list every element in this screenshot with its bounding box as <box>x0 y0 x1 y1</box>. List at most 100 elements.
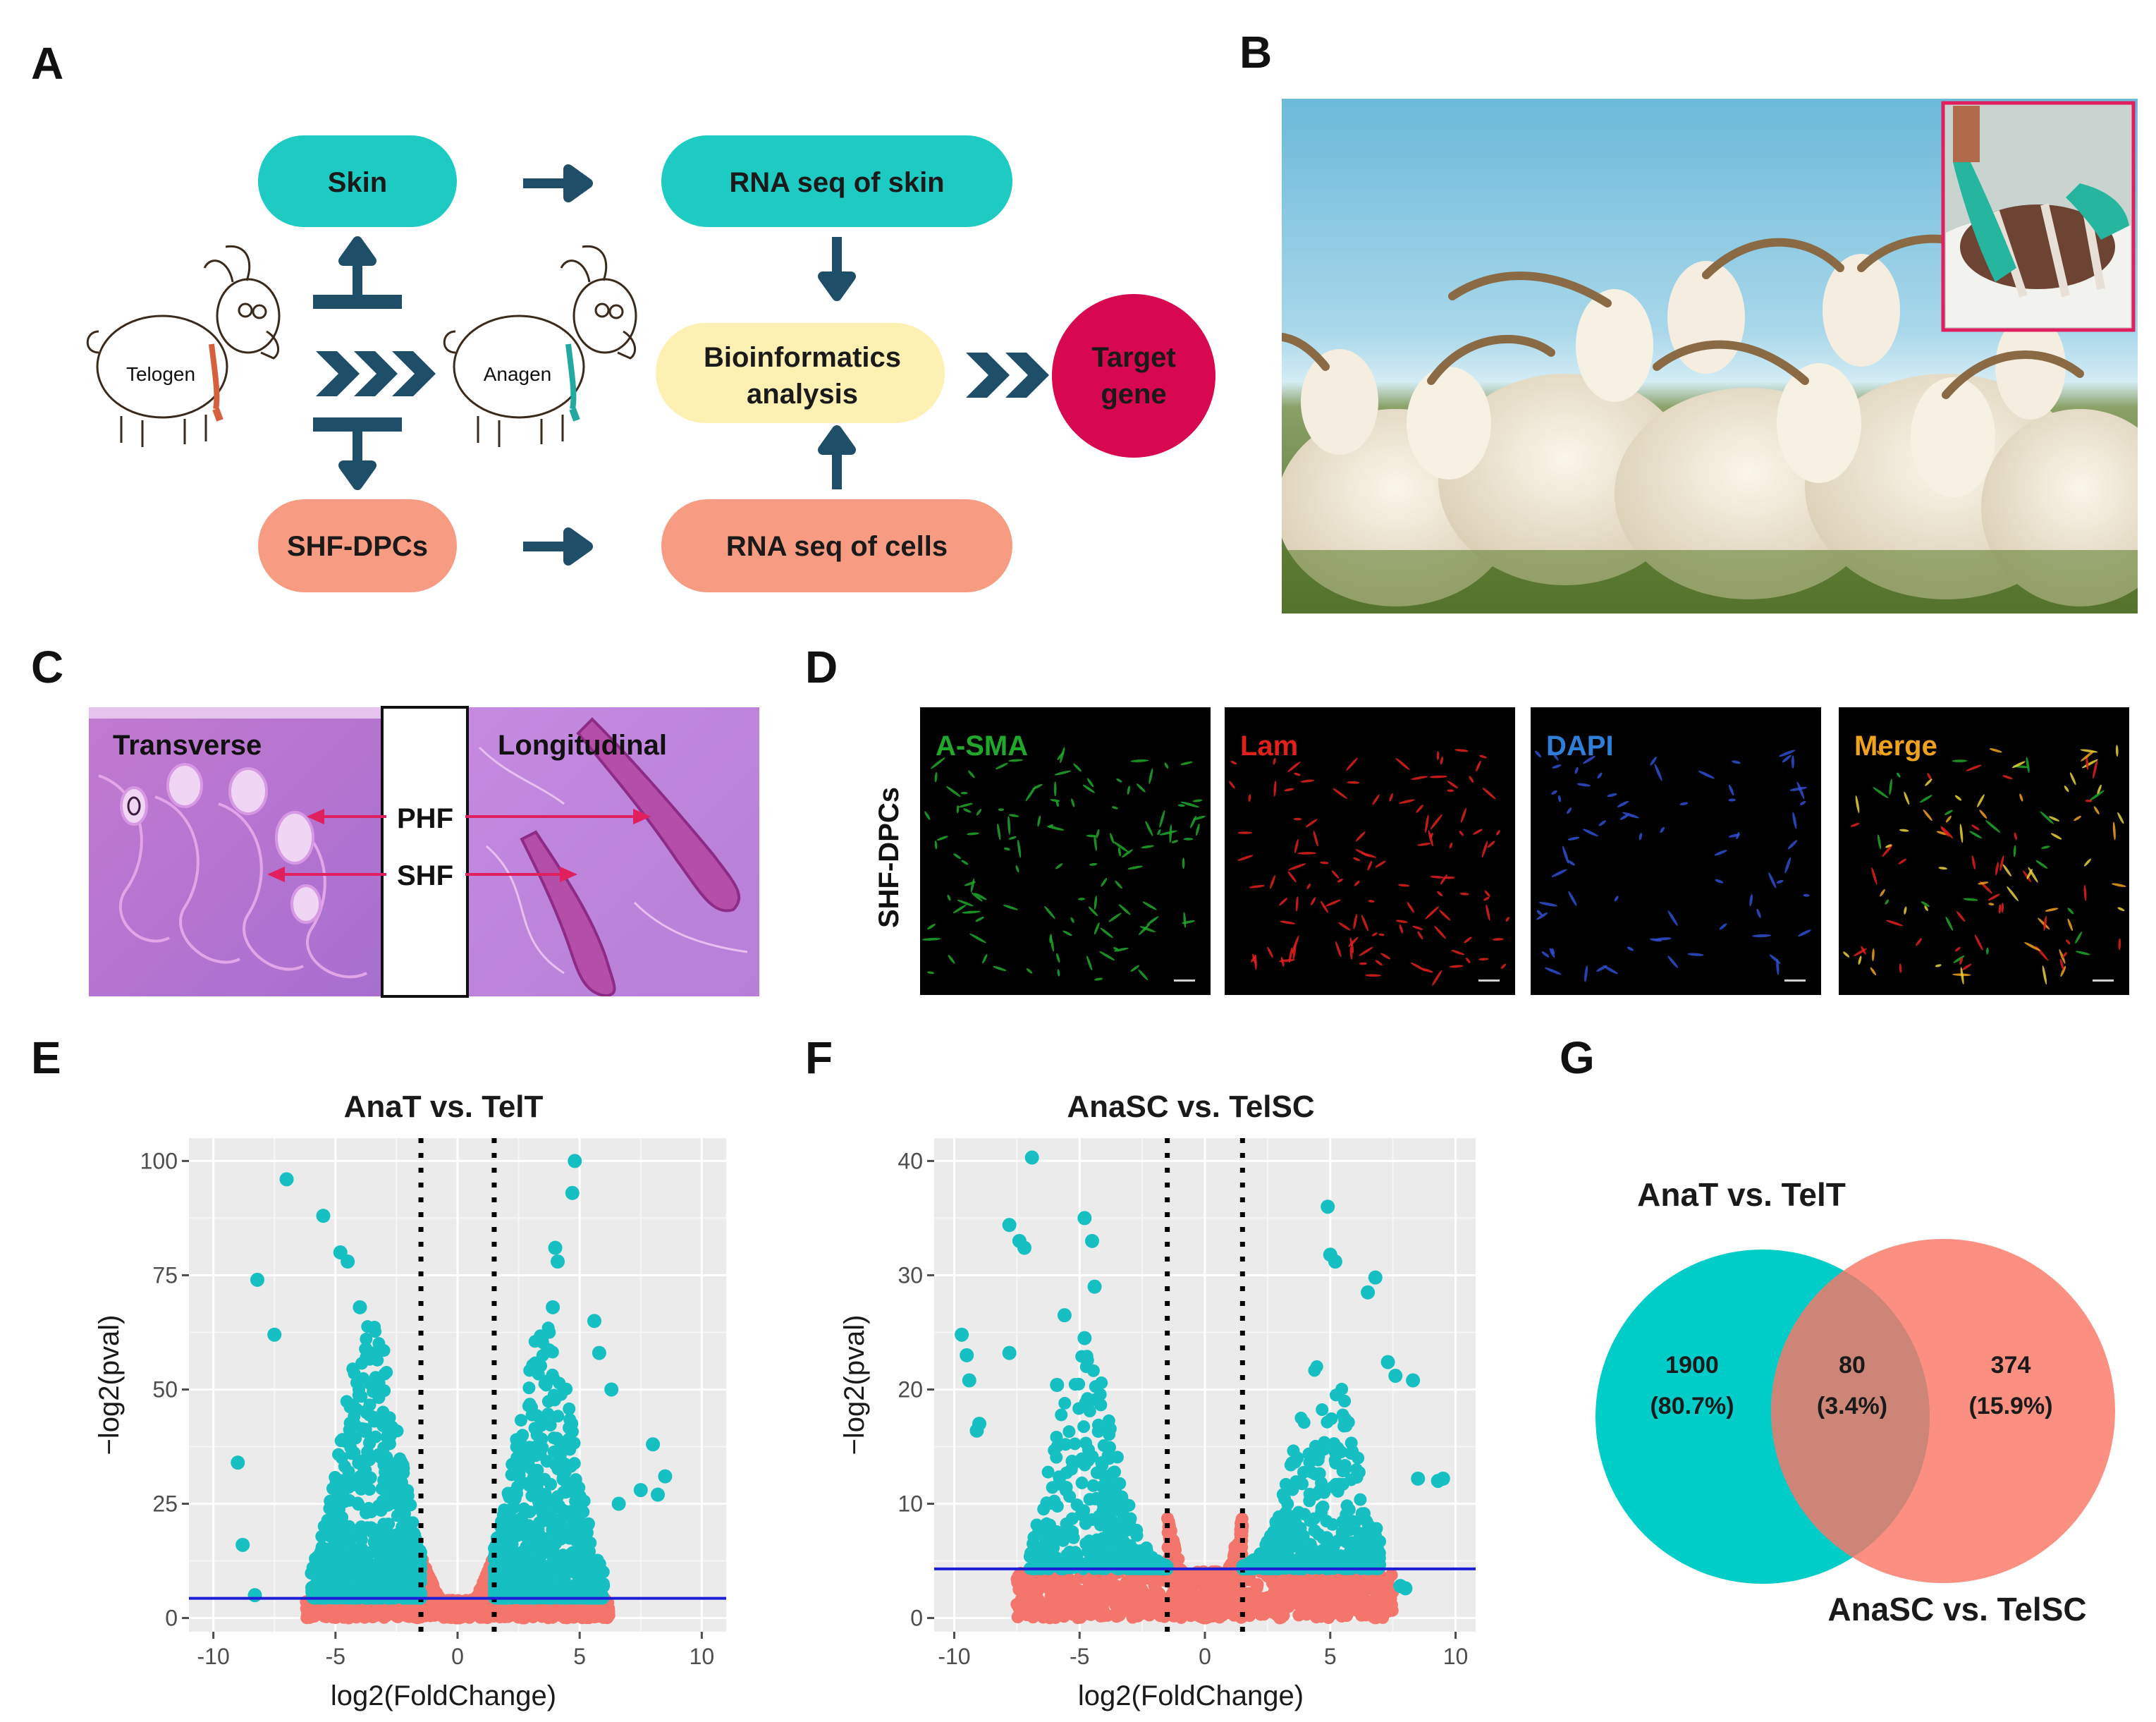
point-ns <box>1031 1600 1045 1613</box>
point-ns <box>1200 1611 1213 1624</box>
point-sig <box>383 1411 396 1424</box>
point-sig <box>514 1414 527 1427</box>
x-tick-label: -5 <box>326 1644 345 1669</box>
point-sig <box>518 1545 532 1558</box>
point-sig <box>532 1523 545 1537</box>
point-sig <box>541 1321 555 1335</box>
point-sig-outlier <box>565 1185 580 1200</box>
point-ns <box>1383 1586 1397 1599</box>
panel-label-f: F <box>805 1032 833 1083</box>
goat-herd-photo <box>1282 99 2138 613</box>
point-ns <box>463 1603 477 1616</box>
point-sig <box>1037 1503 1051 1516</box>
point-ns <box>1072 1600 1086 1613</box>
point-sig <box>346 1362 360 1376</box>
point-sig-outlier <box>658 1469 673 1484</box>
point-sig-outlier <box>611 1496 626 1511</box>
point-sig <box>1080 1350 1094 1363</box>
point-ns <box>1215 1594 1228 1608</box>
point-sig <box>379 1560 393 1573</box>
arrow-down-rna-skin <box>818 237 856 301</box>
point-sig <box>557 1558 570 1571</box>
point-sig <box>364 1471 377 1484</box>
point-ns <box>1206 1565 1219 1579</box>
point-ns <box>1350 1596 1364 1610</box>
histology-pointer-arrows <box>267 808 651 883</box>
y-tick-label: 25 <box>152 1491 178 1517</box>
point-sig <box>543 1343 556 1357</box>
point-sig <box>367 1527 381 1541</box>
point-sig <box>1292 1506 1305 1519</box>
scatter-points <box>231 1154 673 1625</box>
point-sig <box>543 1566 556 1580</box>
point-ns <box>1094 1609 1108 1623</box>
point-ns <box>1088 1599 1101 1612</box>
point-sig-outlier <box>587 1314 601 1329</box>
arrow-up-rna-cells <box>818 425 856 489</box>
point-sig-outlier <box>651 1487 666 1502</box>
point-sig <box>534 1411 547 1424</box>
arrow-up-skin <box>338 236 376 295</box>
point-ns <box>1280 1597 1294 1611</box>
target-gene-circle <box>1052 294 1215 458</box>
rna-cells-box <box>661 499 1012 592</box>
point-ns <box>601 1607 614 1620</box>
point-sig <box>333 1571 346 1584</box>
point-sig <box>1103 1441 1116 1454</box>
point-sig-outlier <box>235 1537 250 1552</box>
point-sig <box>501 1488 515 1501</box>
point-ns <box>1194 1592 1207 1605</box>
x-tick-label: 5 <box>573 1644 586 1669</box>
point-ns <box>1199 1580 1212 1593</box>
point-sig <box>329 1476 343 1489</box>
telogen-label: Telogen <box>126 363 195 385</box>
point-sig <box>324 1494 337 1508</box>
point-sig <box>553 1448 567 1462</box>
point-ns <box>1305 1602 1318 1616</box>
point-sig <box>1062 1425 1076 1439</box>
anagen-label: Anagen <box>484 363 552 385</box>
point-sig <box>360 1332 373 1345</box>
point-sig <box>506 1458 520 1471</box>
if-tile-merge: Merge <box>1839 707 2129 995</box>
shf-dpcs-label: SHF-DPCs <box>287 531 428 562</box>
point-sig <box>1089 1380 1102 1393</box>
point-ns <box>302 1608 316 1622</box>
target-gene-label-2: gene <box>1101 379 1166 410</box>
point-sig <box>346 1398 360 1412</box>
skin-label: Skin <box>328 167 387 198</box>
panel-label-a: A <box>31 38 63 89</box>
point-ns <box>1187 1573 1201 1586</box>
point-sig <box>372 1448 386 1461</box>
point-sig <box>382 1518 396 1531</box>
point-ns <box>1216 1583 1230 1596</box>
point-sig <box>315 1558 329 1572</box>
histology-longitudinal <box>467 707 759 996</box>
point-sig <box>380 1482 393 1496</box>
point-sig <box>1318 1486 1331 1499</box>
point-ns <box>1110 1606 1123 1619</box>
point-sig <box>1294 1411 1308 1424</box>
point-sig-outlier <box>267 1327 282 1342</box>
rna-cells-label: RNA seq of cells <box>726 531 948 562</box>
panel-label-c: C <box>31 642 63 692</box>
point-sig <box>522 1381 536 1395</box>
if-tile-a-sma: A-SMA <box>920 707 1211 995</box>
point-ns <box>1046 1580 1059 1593</box>
point-sig <box>528 1585 541 1599</box>
point-sig <box>322 1570 336 1583</box>
point-sig-outlier <box>633 1483 648 1498</box>
point-ns <box>1132 1573 1146 1587</box>
point-ns <box>1060 1588 1074 1601</box>
point-ns <box>1011 1611 1024 1624</box>
point-sig <box>363 1436 376 1450</box>
point-sig <box>362 1501 376 1515</box>
point-ns <box>1254 1608 1267 1621</box>
point-sig <box>1335 1382 1349 1396</box>
point-sig <box>396 1496 410 1509</box>
point-sig <box>537 1509 550 1522</box>
point-sig <box>568 1584 581 1598</box>
point-sig <box>517 1453 530 1467</box>
point-sig <box>360 1406 373 1419</box>
